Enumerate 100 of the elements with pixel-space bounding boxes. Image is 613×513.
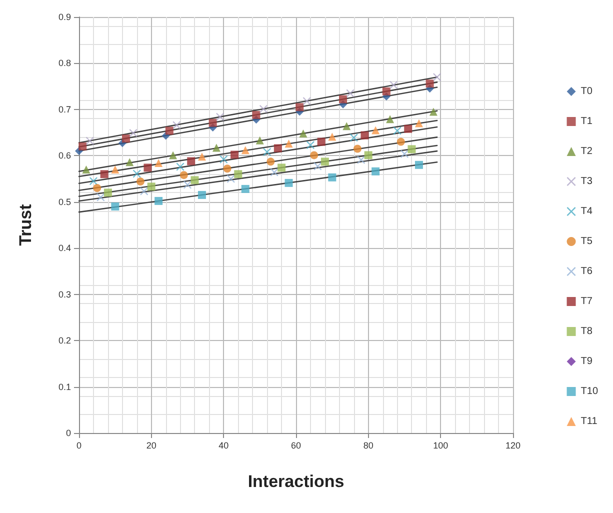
point	[223, 164, 232, 173]
point	[353, 144, 362, 153]
y-tick-label: 0	[66, 428, 71, 438]
point	[241, 146, 250, 154]
y-tick-label: 0.8	[58, 58, 71, 68]
point	[100, 170, 108, 178]
point	[184, 180, 192, 189]
point	[104, 188, 112, 197]
y-tick-label: 0.1	[58, 382, 71, 392]
legend-label: T11	[580, 416, 598, 427]
point	[372, 167, 380, 176]
x-tick-label: 80	[363, 440, 374, 450]
point	[317, 138, 326, 146]
point	[111, 202, 120, 211]
point	[342, 122, 351, 130]
point	[350, 134, 358, 142]
point	[390, 80, 398, 89]
point	[234, 170, 242, 178]
point	[169, 151, 178, 160]
point	[400, 150, 408, 158]
point	[259, 104, 268, 113]
point	[296, 103, 304, 112]
point	[82, 166, 90, 174]
x-tick-label: 20	[146, 440, 156, 450]
point	[122, 134, 130, 143]
legend-label: T5	[580, 236, 593, 247]
point	[86, 136, 94, 145]
point	[132, 170, 141, 178]
point	[396, 138, 405, 146]
point	[360, 131, 369, 140]
point	[136, 178, 144, 186]
y-axis-title: Trust	[16, 204, 35, 246]
point	[190, 176, 199, 184]
point	[314, 162, 322, 170]
point	[198, 190, 206, 199]
point	[126, 158, 134, 166]
point	[93, 184, 102, 192]
point	[433, 73, 442, 82]
point	[220, 155, 228, 164]
point	[252, 110, 260, 119]
point	[393, 126, 402, 135]
point	[346, 89, 354, 98]
point	[241, 184, 250, 193]
x-tick-label: 40	[218, 440, 229, 450]
point	[198, 152, 206, 161]
point	[372, 126, 380, 134]
point	[111, 166, 120, 174]
legend-label: T8	[580, 326, 593, 337]
point	[302, 97, 311, 106]
point	[147, 182, 156, 191]
point	[274, 144, 282, 152]
point	[216, 112, 224, 121]
legend-label: T7	[580, 296, 593, 307]
point	[284, 178, 293, 187]
point	[306, 141, 314, 150]
point	[180, 171, 188, 180]
point	[284, 140, 293, 148]
point	[328, 173, 336, 182]
point	[154, 159, 163, 168]
point	[310, 151, 318, 160]
y-tick-label: 0.5	[58, 196, 71, 207]
point	[270, 168, 278, 176]
point	[263, 148, 272, 156]
legend-label: T3	[580, 176, 593, 187]
point	[172, 121, 181, 130]
point	[364, 151, 372, 160]
point	[414, 119, 423, 128]
legend-label: T2	[580, 146, 593, 157]
point	[320, 158, 329, 166]
point	[429, 108, 438, 116]
point	[165, 126, 174, 135]
y-tick-label: 0.7	[58, 104, 71, 114]
point	[357, 156, 366, 164]
x-tick-label: 100	[433, 440, 448, 450]
x-axis-title: Interactions	[248, 472, 344, 491]
point	[408, 145, 416, 154]
x-tick-label: 60	[290, 440, 302, 450]
point	[230, 150, 239, 159]
point	[140, 187, 148, 196]
point	[299, 129, 308, 138]
point	[212, 144, 220, 152]
point	[144, 164, 152, 172]
point	[382, 87, 390, 96]
point	[426, 80, 434, 88]
point	[226, 174, 235, 183]
point	[187, 157, 196, 166]
y-tick-label: 0.4	[58, 243, 71, 254]
point	[404, 124, 412, 133]
point	[129, 129, 138, 138]
y-tick-label: 0.3	[58, 289, 71, 300]
legend-label: T4	[580, 206, 593, 217]
x-tick-label: 120	[505, 440, 521, 450]
point	[89, 177, 98, 186]
legend-label: T1	[580, 116, 593, 127]
point	[154, 196, 163, 205]
point	[96, 193, 105, 202]
legend-label: T9	[580, 356, 593, 367]
legend-label: T10	[580, 386, 598, 397]
point	[339, 95, 348, 104]
point	[256, 136, 264, 144]
